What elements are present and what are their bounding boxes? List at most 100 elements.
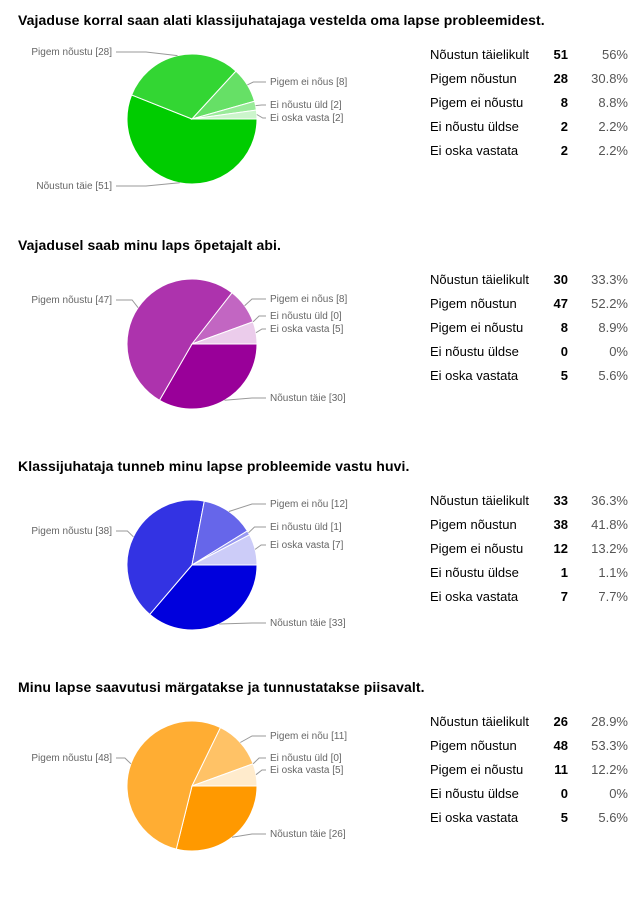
table-row: Pigem nõustun 28 30.8% [422, 66, 628, 90]
count-cell: 26 [553, 713, 568, 729]
slice-label: Pigem nõustu [47] [31, 295, 112, 306]
slice-label: Pigem ei nõus [8] [270, 294, 347, 305]
percent-cell: 1.1% [598, 564, 628, 580]
pie-slice [130, 53, 237, 120]
question-title: Minu lapse saavutusi märgatakse ja tunnu… [18, 679, 425, 695]
count-cell: 47 [553, 295, 568, 311]
table-row: Nõustun täielikult 33 36.3% [422, 488, 628, 512]
table-row: Pigem nõustun 47 52.2% [422, 291, 628, 315]
count-cell: 12 [553, 540, 568, 556]
category-cell: Ei nõustu üldse [430, 785, 519, 801]
pie-chart: Nõustun täie [51] Pigem nõustu [28] Pigem … [31, 47, 347, 192]
leader-line [247, 81, 266, 86]
percent-cell: 8.8% [598, 94, 628, 110]
category-cell: Ei nõustu üldse [430, 118, 519, 134]
count-cell: 33 [553, 492, 568, 508]
question-title: Klassijuhataja tunneb minu lapse problee… [18, 458, 410, 474]
category-cell: Pigem ei nõustu [430, 94, 524, 110]
pie-slice [126, 499, 205, 616]
pie-slice [158, 343, 258, 410]
percent-cell: 13.2% [591, 540, 628, 556]
leader-line [256, 114, 266, 119]
slice-label: Nõustun täie [30] [270, 393, 346, 404]
slice-label: Pigem ei nõu [11] [270, 731, 347, 742]
slice-label: Ei oska vasta [7] [270, 540, 344, 551]
slice-label: Pigem nõustu [48] [31, 753, 112, 764]
table-row: Ei oska vastata 7 7.7% [422, 584, 628, 608]
slice-label: Ei nõustu üld [1] [270, 522, 342, 533]
percent-cell: 52.2% [591, 295, 628, 311]
category-cell: Ei nõustu üldse [430, 343, 519, 359]
slice-label: Ei oska vasta [5] [270, 324, 344, 335]
count-cell: 28 [553, 70, 568, 86]
leader-line [252, 757, 266, 765]
percent-cell: 5.6% [598, 809, 628, 825]
category-cell: Pigem nõustun [430, 737, 517, 753]
question-section-3: Klassijuhataja tunneb minu lapse problee… [0, 458, 637, 678]
category-cell: Pigem nõustun [430, 70, 517, 86]
slice-label: Pigem nõustu [38] [31, 526, 112, 537]
pie-slice [191, 500, 249, 567]
leader-line [219, 622, 266, 625]
pie-slice [126, 94, 258, 185]
table-row: Pigem ei nõustu 8 8.8% [422, 90, 628, 114]
table-row: Pigem ei nõustu 11 12.2% [422, 757, 628, 781]
leader-line [255, 104, 266, 107]
count-cell: 5 [560, 367, 568, 383]
question-section-4: Minu lapse saavutusi märgatakse ja tunnu… [0, 679, 637, 899]
slice-label: Ei nõustu üld [0] [270, 753, 342, 764]
table-row: Ei oska vastata 5 5.6% [422, 363, 628, 387]
pie-chart: Nõustun täie [33] Pigem nõustu [38] Pigem … [31, 499, 348, 631]
leader-line [231, 833, 266, 838]
category-cell: Pigem ei nõustu [430, 761, 524, 777]
leader-line [240, 735, 266, 743]
count-cell: 0 [560, 785, 568, 801]
category-cell: Ei oska vastata [430, 142, 519, 158]
count-cell: 38 [553, 516, 568, 532]
percent-cell: 5.6% [598, 367, 628, 383]
leader-line [244, 298, 266, 307]
percent-cell: 33.3% [591, 271, 628, 287]
category-cell: Ei nõustu üldse [430, 564, 519, 580]
slice-label: Nõustun täie [51] [36, 181, 112, 192]
percent-cell: 30.8% [591, 70, 628, 86]
category-cell: Nõustun täielikult [430, 713, 529, 729]
leader-line [224, 397, 266, 401]
summary-table: Nõustun täielikult 26 28.9% Pigem nõustun 48… [422, 709, 628, 829]
leader-line [116, 757, 132, 765]
slice-label: Pigem nõustu [28] [31, 47, 112, 58]
slice-label: Pigem ei nõus [8] [270, 77, 347, 88]
count-cell: 48 [553, 737, 568, 753]
category-cell: Pigem ei nõustu [430, 540, 524, 556]
slice-label: Ei nõustu üld [2] [270, 100, 342, 111]
pie-slice [191, 534, 258, 566]
percent-cell: 8.9% [598, 319, 628, 335]
leader-line [252, 315, 266, 323]
count-cell: 8 [560, 319, 568, 335]
pie-slice [126, 720, 222, 850]
table-row: Ei nõustu üldse 0 0% [422, 339, 628, 363]
category-cell: Ei oska vastata [430, 588, 519, 604]
table-row: Pigem nõustun 38 41.8% [422, 512, 628, 536]
slice-label: Ei oska vasta [2] [270, 113, 344, 124]
leader-line [228, 503, 266, 512]
count-cell: 7 [560, 588, 568, 604]
leader-line [254, 544, 266, 550]
leader-line [116, 299, 139, 309]
percent-cell: 2.2% [598, 118, 628, 134]
question-section-2: Vajadusel saab minu laps õpetajalt abi. N… [0, 237, 637, 457]
table-row: Pigem ei nõustu 8 8.9% [422, 315, 628, 339]
summary-table: Nõustun täielikult 30 33.3% Pigem nõustun 47… [422, 267, 628, 387]
slice-label: Ei nõustu üld [0] [270, 311, 342, 322]
table-row: Nõustun täielikult 30 33.3% [422, 267, 628, 291]
table-row: Ei oska vastata 2 2.2% [422, 138, 628, 162]
percent-cell: 53.3% [591, 737, 628, 753]
table-row: Nõustun täielikult 26 28.9% [422, 709, 628, 733]
percent-cell: 36.3% [591, 492, 628, 508]
percent-cell: 56% [601, 46, 628, 62]
count-cell: 0 [560, 343, 568, 359]
category-cell: Pigem ei nõustu [430, 319, 524, 335]
summary-table: Nõustun täielikult 51 56% Pigem nõustun 28 30… [422, 42, 628, 162]
count-cell: 11 [554, 761, 568, 777]
category-cell: Nõustun täielikult [430, 492, 529, 508]
